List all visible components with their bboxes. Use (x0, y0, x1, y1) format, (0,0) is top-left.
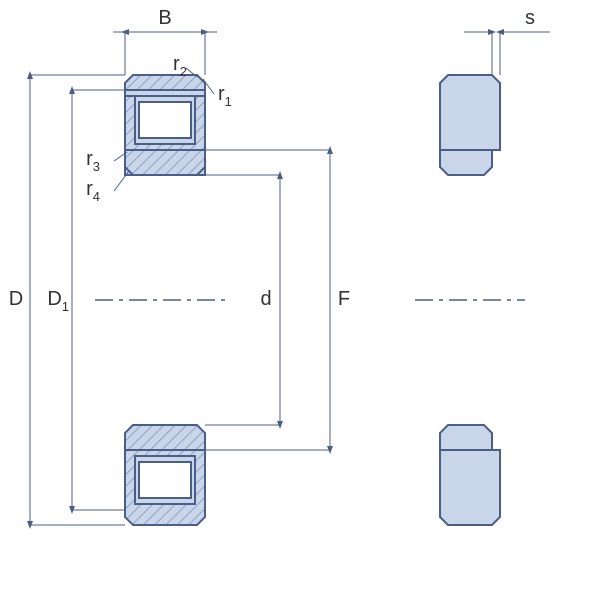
dim-label-s: s (525, 7, 535, 29)
inner-ring-bottom (125, 425, 205, 450)
dim-label-B: B (158, 7, 171, 29)
inner-ring-top (125, 150, 205, 175)
dim-label-D: D (9, 288, 23, 310)
side-ring-top (440, 75, 500, 175)
dim-label-d: d (260, 288, 271, 310)
dim-label-F: F (338, 288, 350, 310)
bearing-diagram: DD1dFBsr1r2r3r4 (0, 0, 600, 600)
side-ring-bottom (440, 425, 500, 525)
